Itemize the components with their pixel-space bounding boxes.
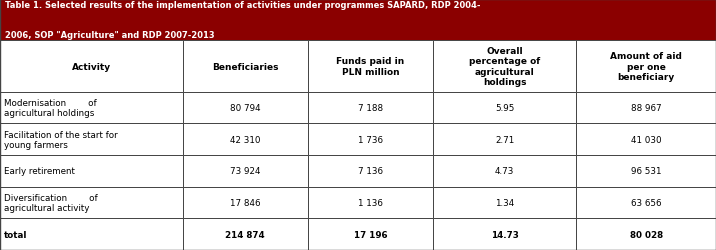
Bar (183, 218, 308, 250)
Bar (308, 156, 433, 187)
Text: Amount of aid
per one
beneficiary: Amount of aid per one beneficiary (610, 52, 682, 82)
Text: Facilitation of the start for
young farmers: Facilitation of the start for young farm… (4, 130, 118, 150)
Text: 96 531: 96 531 (631, 167, 662, 176)
Text: 63 656: 63 656 (631, 198, 662, 207)
Bar (576, 41, 716, 92)
Text: Diversification        of
agricultural activity: Diversification of agricultural activity (4, 193, 98, 212)
Text: Activity: Activity (72, 62, 111, 71)
Text: 1.34: 1.34 (495, 198, 514, 207)
Text: Overall
percentage of
agricultural
holdings: Overall percentage of agricultural holdi… (469, 47, 541, 87)
Text: 14.73: 14.73 (491, 230, 518, 239)
Bar (183, 187, 308, 218)
Bar (0, 187, 183, 218)
Bar (576, 92, 716, 124)
Text: 80 028: 80 028 (629, 230, 663, 239)
Text: Modernisation        of
agricultural holdings: Modernisation of agricultural holdings (4, 98, 97, 118)
Text: Early retirement: Early retirement (4, 167, 75, 176)
Bar (308, 218, 433, 250)
Bar (576, 124, 716, 156)
Bar (576, 218, 716, 250)
Bar (183, 92, 308, 124)
Bar (433, 187, 576, 218)
Bar (0, 218, 183, 250)
Bar (433, 92, 576, 124)
Text: 1 136: 1 136 (358, 198, 383, 207)
Bar (576, 156, 716, 187)
Text: 17 846: 17 846 (230, 198, 261, 207)
Text: 41 030: 41 030 (631, 135, 662, 144)
Bar (183, 41, 308, 92)
Bar (433, 124, 576, 156)
Bar (308, 41, 433, 92)
Bar (0, 92, 183, 124)
Bar (308, 187, 433, 218)
Text: 73 924: 73 924 (230, 167, 261, 176)
Bar (308, 92, 433, 124)
Bar (308, 124, 433, 156)
Bar (183, 156, 308, 187)
Bar (183, 124, 308, 156)
Bar (433, 156, 576, 187)
Text: 2006, SOP "Agriculture" and RDP 2007-2013: 2006, SOP "Agriculture" and RDP 2007-201… (5, 31, 215, 40)
Text: Funds paid in
PLN million: Funds paid in PLN million (337, 57, 405, 76)
Text: Beneficiaries: Beneficiaries (212, 62, 279, 71)
Bar (0, 41, 183, 92)
Text: 5.95: 5.95 (495, 104, 515, 113)
Text: 80 794: 80 794 (230, 104, 261, 113)
Text: total: total (4, 230, 28, 239)
Text: 1 736: 1 736 (358, 135, 383, 144)
Bar (433, 41, 576, 92)
Text: 214 874: 214 874 (226, 230, 265, 239)
Bar (576, 187, 716, 218)
Text: Table 1. Selected results of the implementation of activities under programmes S: Table 1. Selected results of the impleme… (5, 1, 480, 10)
Bar (0, 156, 183, 187)
Text: 42 310: 42 310 (230, 135, 261, 144)
Bar (0, 124, 183, 156)
Text: 4.73: 4.73 (495, 167, 515, 176)
Bar (0, 0, 716, 41)
Text: 7 136: 7 136 (358, 167, 383, 176)
Text: 17 196: 17 196 (354, 230, 387, 239)
Text: 88 967: 88 967 (631, 104, 662, 113)
Bar (433, 218, 576, 250)
Text: 7 188: 7 188 (358, 104, 383, 113)
Text: 2.71: 2.71 (495, 135, 514, 144)
